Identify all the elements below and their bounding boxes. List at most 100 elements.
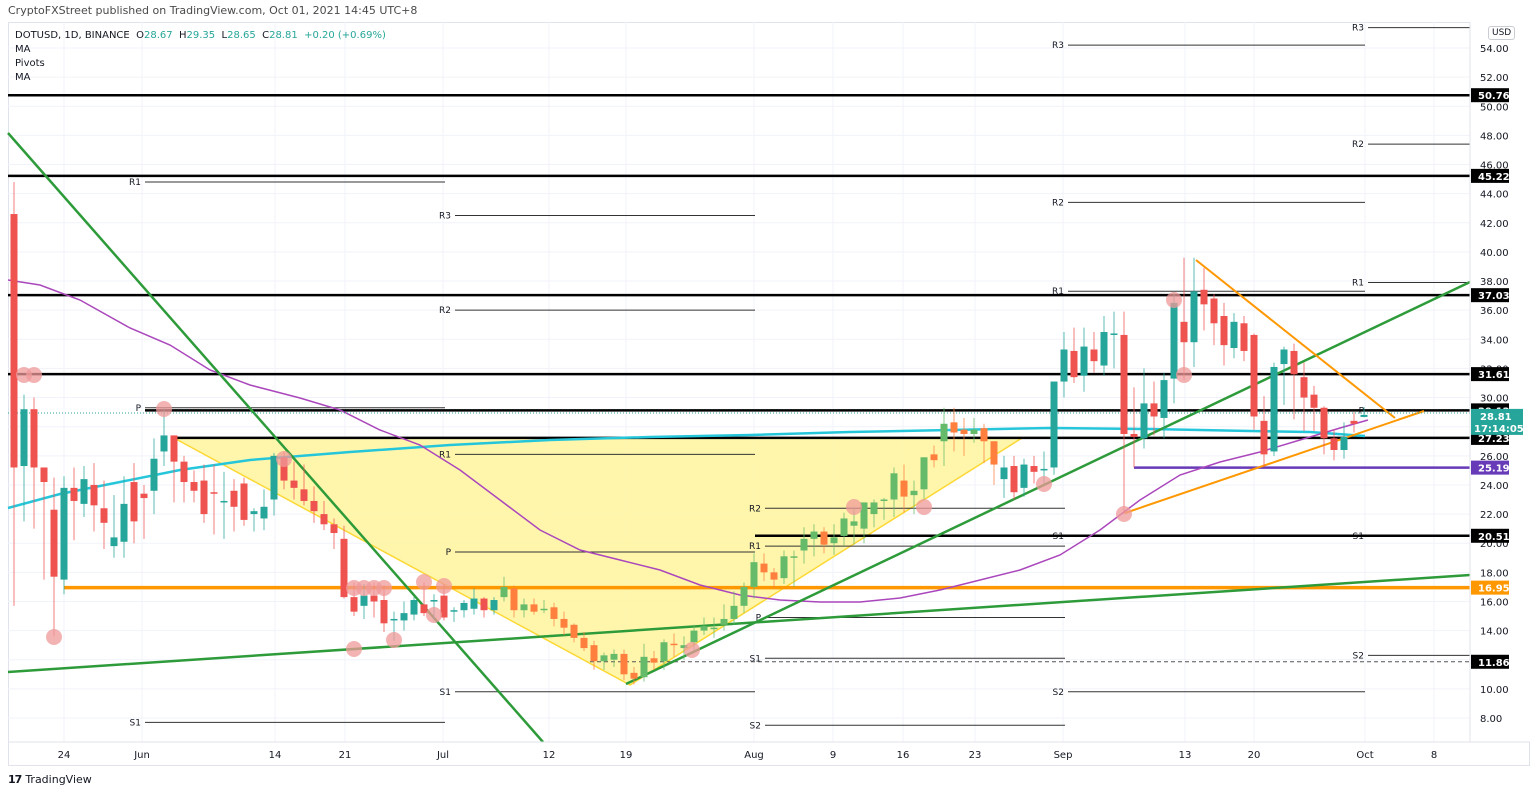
candle-body [780, 556, 788, 579]
candle-body [740, 586, 748, 606]
symbol-label[interactable]: DOTUSD, 1D, BINANCE [15, 30, 130, 41]
symbol-ohlc-row: DOTUSD, 1D, BINANCE O28.67 H29.35 L28.65… [15, 30, 386, 41]
candle-body [190, 482, 198, 491]
candle-body [130, 482, 138, 522]
time-tick-label: 13 [1179, 750, 1192, 761]
touch-marker [376, 580, 392, 596]
candle-body [60, 487, 68, 580]
indicator-ma-2[interactable]: MA [15, 72, 31, 83]
candle-body [640, 656, 648, 678]
price-tick-label: 26.00 [1480, 452, 1509, 463]
candle-body [1250, 334, 1258, 417]
price-tick-label: 16.00 [1480, 597, 1509, 608]
candle-body [890, 473, 898, 500]
candle-body [20, 409, 28, 467]
candle-body [1310, 394, 1318, 408]
candle-body [690, 630, 698, 643]
candle-body [290, 480, 298, 488]
candle-body [40, 467, 48, 483]
candle-body [920, 457, 928, 490]
candle-body [230, 490, 238, 507]
candle-body [460, 602, 468, 611]
candle-body [50, 509, 58, 577]
candle-body [550, 607, 558, 619]
pivot-label-r2: R2 [1052, 198, 1064, 208]
time-tick-label: 20 [1248, 750, 1261, 761]
low-value: 28.65 [227, 30, 256, 41]
candle-body [400, 613, 408, 621]
pivot-label-s2: S2 [1053, 688, 1064, 698]
time-tick-label: Aug [744, 750, 764, 761]
price-tag-11.86 [1471, 654, 1509, 669]
candle-body [330, 524, 338, 534]
candle-body [800, 538, 808, 551]
touch-marker [156, 401, 172, 417]
candle-body [320, 514, 328, 525]
price-tag-50.76 [1471, 88, 1509, 103]
pivot-label-s2: S2 [1353, 651, 1364, 661]
price-tick-label: 14.00 [1480, 627, 1509, 638]
candle-body [620, 653, 628, 675]
candle-body [260, 506, 268, 519]
candle-body [90, 484, 98, 506]
tradingview-logo[interactable]: 17 TradingView [8, 773, 92, 786]
candle-body [1260, 420, 1268, 455]
candle-body [1120, 334, 1128, 434]
candle-body [120, 503, 128, 542]
price-tag-20.51 [1471, 528, 1509, 543]
pivot-label-r3: R3 [1052, 41, 1064, 51]
pivot-label-r2: R2 [439, 306, 451, 316]
candle-body [140, 493, 148, 499]
candle-body [750, 562, 758, 587]
price-tick-label: 42.00 [1480, 219, 1509, 230]
price-axis[interactable] [1470, 22, 1530, 742]
pivot-label-p: P [136, 404, 142, 414]
candle-body [1010, 466, 1018, 493]
candle-body [1290, 350, 1298, 375]
candle-body [1180, 321, 1188, 343]
candle-body [860, 502, 868, 529]
candle-body [670, 643, 678, 646]
candle-body [930, 454, 938, 461]
candle-body [1270, 366, 1278, 452]
time-tick-label: 14 [269, 750, 282, 761]
candle-body [830, 537, 838, 544]
price-tag-25.19 [1471, 460, 1509, 475]
candle-body [1140, 403, 1148, 439]
pivot-label-s1: S1 [440, 688, 451, 698]
touch-marker [1036, 476, 1052, 492]
candle-body [100, 508, 108, 523]
indicator-pivots[interactable]: Pivots [15, 58, 45, 69]
candle-body [590, 645, 598, 662]
candle-body [1050, 381, 1058, 468]
time-tick-label: Oct [1356, 750, 1373, 761]
candle-body [310, 500, 318, 512]
touch-marker [1176, 367, 1192, 383]
bar-countdown: 17:14:05 [1474, 424, 1524, 435]
candle-body [1080, 346, 1088, 376]
time-tick-label: 8 [1431, 750, 1437, 761]
candle-body [840, 518, 848, 536]
candle-body [160, 435, 168, 452]
indicator-ma-1[interactable]: MA [15, 44, 31, 55]
candle-body [30, 409, 38, 468]
touch-marker [276, 451, 292, 467]
pivot-label-r1: R1 [439, 450, 451, 460]
candle-body [510, 588, 518, 611]
candle-body [1060, 349, 1068, 382]
candle-body [730, 605, 738, 619]
time-tick-label: 24 [58, 750, 71, 761]
candle-body [680, 645, 688, 649]
candle-body [880, 499, 888, 502]
candle-body [220, 500, 228, 503]
candle-body [110, 537, 118, 547]
candle-body [410, 600, 418, 615]
candle-body [520, 604, 528, 611]
touch-marker [46, 629, 62, 645]
pivot-label-r2: R2 [1352, 140, 1364, 150]
time-tick-label: 23 [969, 750, 982, 761]
time-axis-ticks[interactable]: 24 Jun 14 21 Jul 12 19 Aug 9 16 23 Sep 13 20 Oct 8 [58, 750, 1438, 761]
publisher-attribution: CryptoFXStreet published on TradingView.… [8, 4, 418, 17]
currency-badge[interactable]: USD [1488, 26, 1516, 40]
